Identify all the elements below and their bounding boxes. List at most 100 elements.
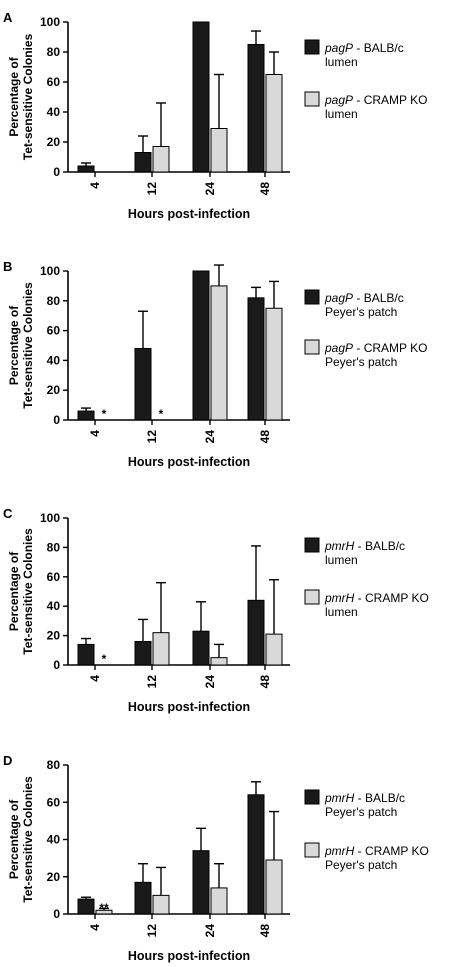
legend-site: lumen bbox=[325, 55, 358, 69]
bar-balbc-4h bbox=[77, 165, 95, 173]
y-axis-label-line: Percentage of bbox=[7, 56, 21, 136]
x-tick-label: 24 bbox=[203, 924, 217, 938]
legend-entry: pmrH - CRAMP KO bbox=[324, 591, 429, 605]
significance-marker: ** bbox=[99, 901, 109, 915]
legend-entry: pagP - BALB/c bbox=[324, 291, 404, 305]
y-axis-label: Percentage ofTet-sensitive Colonies bbox=[7, 282, 35, 409]
x-tick-label: 24 bbox=[203, 430, 217, 444]
x-tick-label: 4 bbox=[88, 182, 102, 189]
bar-balbc-12h bbox=[134, 347, 152, 421]
legend-gene: pmrH bbox=[324, 591, 355, 605]
bar-cramp-ko-24h bbox=[210, 887, 228, 915]
bar-cramp-ko-12h bbox=[152, 146, 170, 173]
y-tick-label: 80 bbox=[47, 45, 61, 59]
x-tick-label: 4 bbox=[88, 924, 102, 931]
legend-entry: pagP - BALB/c bbox=[324, 41, 404, 55]
legend-swatch-cramp-ko bbox=[304, 91, 320, 107]
bar-balbc-4h bbox=[77, 410, 95, 421]
panel-letter: A bbox=[3, 10, 13, 25]
y-axis-label: Percentage ofTet-sensitive Colonies bbox=[7, 33, 35, 160]
y-axis-label-line: Percentage of bbox=[7, 305, 21, 385]
y-axis-label-line: Percentage of bbox=[7, 551, 21, 631]
bar-cramp-ko-48h bbox=[265, 633, 283, 666]
y-tick-label: 80 bbox=[47, 540, 61, 554]
legend-gene: pagP bbox=[324, 341, 353, 355]
legend-entry: pagP - CRAMP KO bbox=[324, 341, 428, 355]
significance-marker: * bbox=[102, 407, 107, 421]
y-tick-label: 0 bbox=[53, 165, 60, 179]
x-tick-label: 48 bbox=[258, 430, 272, 444]
legend-gene: pmrH bbox=[324, 791, 355, 805]
significance-marker: * bbox=[102, 652, 107, 666]
y-tick-label: 100 bbox=[40, 511, 60, 525]
y-axis-label-line: Tet-sensitive Colonies bbox=[21, 528, 35, 655]
legend-swatch-balbc bbox=[304, 789, 320, 805]
panel-letter: B bbox=[3, 259, 12, 274]
bar-cramp-ko-48h bbox=[265, 859, 283, 915]
legend-gene: pmrH bbox=[324, 844, 355, 858]
legend-entry: pagP - CRAMP KO bbox=[324, 93, 428, 107]
legend-name: - BALB/c bbox=[353, 41, 404, 55]
y-tick-label: 100 bbox=[40, 264, 60, 278]
legend-name: - BALB/c bbox=[353, 291, 404, 305]
legend-site: lumen bbox=[325, 605, 358, 619]
y-tick-label: 20 bbox=[47, 629, 61, 643]
legend-swatch-balbc bbox=[304, 289, 320, 305]
bar-balbc-48h bbox=[247, 44, 265, 173]
x-tick-label: 4 bbox=[88, 675, 102, 682]
x-tick-label: 4 bbox=[88, 430, 102, 437]
legend-swatch-cramp-ko bbox=[304, 339, 320, 355]
x-tick-label: 12 bbox=[145, 675, 159, 689]
bar-balbc-24h bbox=[192, 21, 210, 173]
legend-name: - BALB/c bbox=[354, 791, 405, 805]
x-tick-label: 12 bbox=[145, 924, 159, 938]
chart-panel-c: C 0 20 40 60 80 100 Percentage ofTet-sensitive … bbox=[3, 506, 429, 714]
y-tick-label: 80 bbox=[47, 294, 61, 308]
y-tick-label: 60 bbox=[47, 570, 61, 584]
legend-gene: pagP bbox=[324, 41, 353, 55]
bar-balbc-12h bbox=[134, 640, 152, 666]
bar-balbc-12h bbox=[134, 152, 152, 173]
x-tick-label: 24 bbox=[203, 675, 217, 689]
y-axis-label-line: Tet-sensitive Colonies bbox=[21, 282, 35, 409]
panel-letter: C bbox=[3, 506, 13, 521]
bar-cramp-ko-48h bbox=[265, 74, 283, 173]
x-tick-label: 48 bbox=[258, 675, 272, 689]
y-tick-label: 60 bbox=[47, 324, 61, 338]
significance-marker: * bbox=[159, 407, 164, 421]
bar-cramp-ko-12h bbox=[152, 894, 170, 915]
legend-site: lumen bbox=[325, 107, 358, 121]
chart-panel-b: B 0 20 40 60 80 100 Percentage ofTet-sensitive … bbox=[3, 259, 428, 469]
y-tick-label: 20 bbox=[47, 383, 61, 397]
legend-entry: pmrH - CRAMP KO bbox=[324, 844, 429, 858]
bar-balbc-48h bbox=[247, 794, 265, 915]
y-axis-label-line: Tet-sensitive Colonies bbox=[21, 776, 35, 903]
legend-name: - BALB/c bbox=[354, 539, 405, 553]
legend-site: lumen bbox=[325, 553, 358, 567]
y-tick-label: 20 bbox=[47, 135, 61, 149]
y-tick-label: 20 bbox=[47, 870, 61, 884]
legend-gene: pagP bbox=[324, 291, 353, 305]
legend-site: Peyer's patch bbox=[325, 805, 397, 819]
legend-site: Peyer's patch bbox=[325, 305, 397, 319]
legend-site: Peyer's patch bbox=[325, 858, 397, 872]
legend-name: - CRAMP KO bbox=[354, 591, 428, 605]
bar-balbc-24h bbox=[192, 850, 210, 915]
x-tick-label: 48 bbox=[258, 182, 272, 196]
y-tick-label: 40 bbox=[47, 833, 61, 847]
legend-swatch-balbc bbox=[304, 537, 320, 553]
bar-cramp-ko-48h bbox=[265, 307, 283, 421]
legend-name: - CRAMP KO bbox=[353, 341, 427, 355]
x-axis-label: Hours post-infection bbox=[128, 700, 250, 714]
legend-name: - CRAMP KO bbox=[353, 93, 427, 107]
x-tick-label: 48 bbox=[258, 924, 272, 938]
y-tick-label: 40 bbox=[47, 353, 61, 367]
x-tick-label: 12 bbox=[145, 182, 159, 196]
y-tick-label: 0 bbox=[53, 658, 60, 672]
y-axis-label: Percentage ofTet-sensitive Colonies bbox=[7, 776, 35, 903]
legend-entry: pmrH - BALB/c bbox=[324, 791, 405, 805]
y-axis-label-line: Tet-sensitive Colonies bbox=[21, 33, 35, 160]
bar-balbc-24h bbox=[192, 270, 210, 421]
y-tick-label: 0 bbox=[53, 413, 60, 427]
